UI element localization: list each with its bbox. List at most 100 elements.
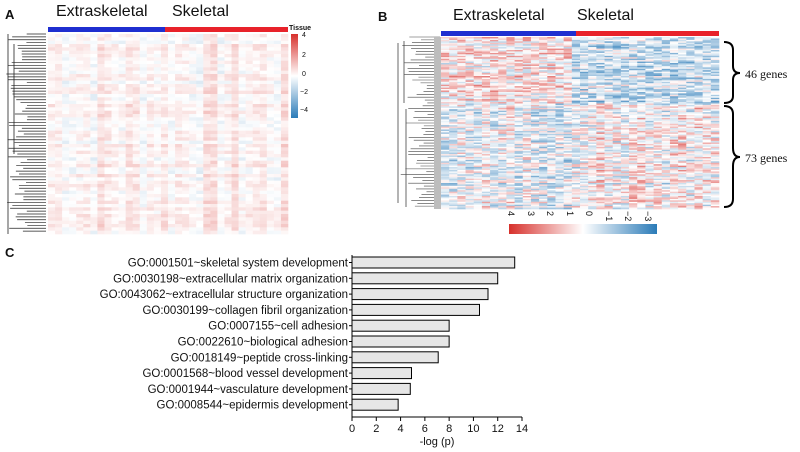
heatmap-cell [210,104,218,108]
heatmap-cell [153,110,162,115]
heatmap-cell [449,146,458,149]
heatmap-cell [168,154,176,158]
heatmap-cell [182,54,190,58]
heatmap-cell [441,100,450,103]
heatmap-cell [637,83,646,85]
heatmap-cell [498,47,507,49]
heatmap-cell [97,117,105,121]
heatmap-cell [530,132,540,135]
heatmap-cell [132,177,141,181]
heatmap-cell [266,84,275,88]
heatmap-cell [555,117,564,120]
heatmap-cell [217,217,225,221]
heatmap-cell [189,167,197,171]
heatmap-cell [522,54,532,57]
heatmap-cell [203,180,211,185]
heatmap-cell [132,87,141,91]
heatmap-cell [252,60,261,65]
heatmap-cell [245,97,254,101]
heatmap-cell [146,190,155,195]
heatmap-cell [629,84,638,87]
heatmap-cell [588,44,597,46]
heatmap-cell [238,114,246,118]
heatmap-cell [498,41,507,44]
heatmap-cell [125,200,134,205]
heatmap-cell [252,90,261,95]
heatmap-cell [76,200,84,205]
heatmap-cell [645,142,654,145]
heatmap-cell [686,125,695,127]
heatmap-cell [168,97,176,101]
heatmap-cell [686,57,695,59]
heatmap-cell [702,107,712,110]
heatmap-cell [245,44,254,48]
heatmap-cell [224,140,232,145]
heatmap-cell [686,76,695,78]
heatmap-cell [168,230,176,235]
heatmap-cell [596,58,605,61]
heatmap-cell [62,220,70,225]
heatmap-cell [153,47,162,51]
heatmap-cell [498,99,507,101]
heatmap-cell [48,207,56,211]
heatmap-cell [653,107,663,110]
heatmap-cell [245,84,254,88]
heatmap-cell [473,90,483,93]
heatmap-cell [160,34,169,38]
heatmap-cell [661,48,671,51]
heatmap-cell [653,86,663,88]
heatmap-cell [125,157,134,161]
heatmap-cell [457,60,466,62]
heatmap-cell [175,210,183,215]
heatmap-cell [547,80,556,83]
heatmap-cell [203,140,211,145]
heatmap-cell [189,60,197,65]
heatmap-cell [160,100,169,105]
heatmap-cell [273,40,282,45]
heatmap-cell [490,120,499,123]
heatmap-cell [580,132,589,135]
heatmap-cell [217,34,225,38]
heatmap-cell [490,58,499,61]
heatmap-cell [449,86,458,88]
heatmap-cell [481,143,491,146]
heatmap-cell [245,184,254,188]
heatmap-cell [653,96,663,99]
heatmap-cell [514,64,524,67]
heatmap-cell [547,120,556,123]
heatmap-cell [97,70,105,75]
heatmap-cell [612,109,622,112]
heatmap-cell [563,89,573,91]
heatmap-cell [168,210,176,215]
heatmap-cell [506,65,515,68]
heatmap-cell [182,127,190,131]
heatmap-cell [555,51,564,54]
heatmap-cell [224,130,232,135]
heatmap-cell [104,67,112,71]
heatmap-cell [252,100,261,105]
heatmap-cell [596,64,605,67]
heatmap-cell [669,76,679,78]
heatmap-cell [629,80,638,83]
heatmap-cell [490,44,499,46]
heatmap-cell [539,96,548,99]
heatmap-cell [629,70,638,72]
heatmap-cell [645,42,654,45]
heatmap-cell [175,157,183,161]
heatmap-cell [629,57,638,59]
heatmap-cell [710,129,720,132]
heatmap-cell [280,87,289,91]
heatmap-cell [481,152,491,155]
heatmap-cell [449,97,458,100]
heatmap-cell [231,127,239,131]
heatmap-cell [498,70,507,72]
heatmap-cell [441,57,450,59]
heatmap-cell [588,110,597,113]
heatmap-cell [252,137,261,141]
heatmap-cell [111,190,119,195]
heatmap-cell [645,52,654,55]
heatmap-cell [189,154,197,158]
heatmap-cell [97,154,105,158]
heatmap-cell [702,138,712,140]
heatmap-cell [522,136,532,139]
